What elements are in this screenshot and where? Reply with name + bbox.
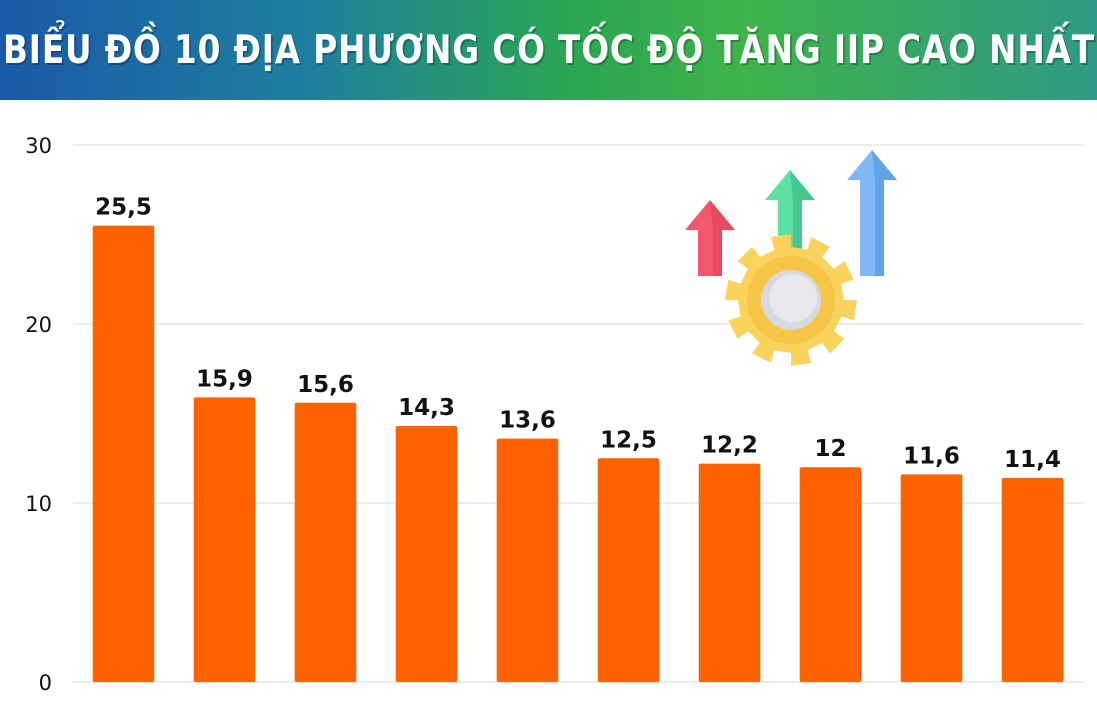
bar-chart: 0 10 20 30 25,5 15,9 15,6 14,3 13,6 12,5 12,2 12 11…	[25, 134, 1083, 695]
chart-title: BIỂU ĐỒ 10 ĐỊA PHƯƠNG CÓ TỐC ĐỘ TĂNG IIP…	[2, 27, 1095, 73]
bar	[900, 474, 963, 682]
bar	[1001, 477, 1064, 682]
blue-arrow-up-icon	[847, 150, 897, 276]
red-arrow-up-icon	[685, 200, 735, 276]
bar-value-label: 13,6	[499, 408, 556, 434]
bar-value-label: 25,5	[95, 195, 152, 221]
data-labels: 25,5 15,9 15,6 14,3 13,6 12,5 12,2 12 11,6 11,4	[95, 195, 1061, 473]
bar	[698, 463, 761, 682]
title-banner: BIỂU ĐỒ 10 ĐỊA PHƯƠNG CÓ TỐC ĐỘ TĂNG IIP…	[0, 0, 1097, 100]
bar	[294, 402, 357, 682]
y-tick-label: 0	[39, 671, 52, 695]
gear-icon	[725, 234, 857, 366]
y-tick-label: 30	[25, 134, 52, 158]
bar-value-label: 11,6	[903, 443, 960, 469]
bars	[92, 225, 1064, 683]
bar	[799, 467, 862, 682]
bar-value-label: 15,6	[297, 372, 354, 398]
bar	[597, 458, 660, 683]
bar-value-label: 15,9	[196, 366, 253, 392]
y-axis-ticks: 0 10 20 30	[25, 134, 52, 695]
growth-illustration	[685, 150, 897, 366]
bar-value-label: 12,5	[600, 427, 657, 453]
green-arrow-up-icon	[765, 170, 815, 250]
bar	[92, 225, 155, 682]
bar	[395, 426, 458, 682]
bar	[496, 438, 559, 682]
bar-value-label: 14,3	[398, 395, 455, 421]
bar	[193, 397, 256, 682]
y-tick-label: 20	[25, 313, 52, 337]
y-tick-label: 10	[25, 492, 52, 516]
bar-value-label: 12,2	[701, 433, 758, 459]
bar-value-label: 11,4	[1004, 447, 1061, 473]
bar-value-label: 12	[814, 436, 846, 462]
